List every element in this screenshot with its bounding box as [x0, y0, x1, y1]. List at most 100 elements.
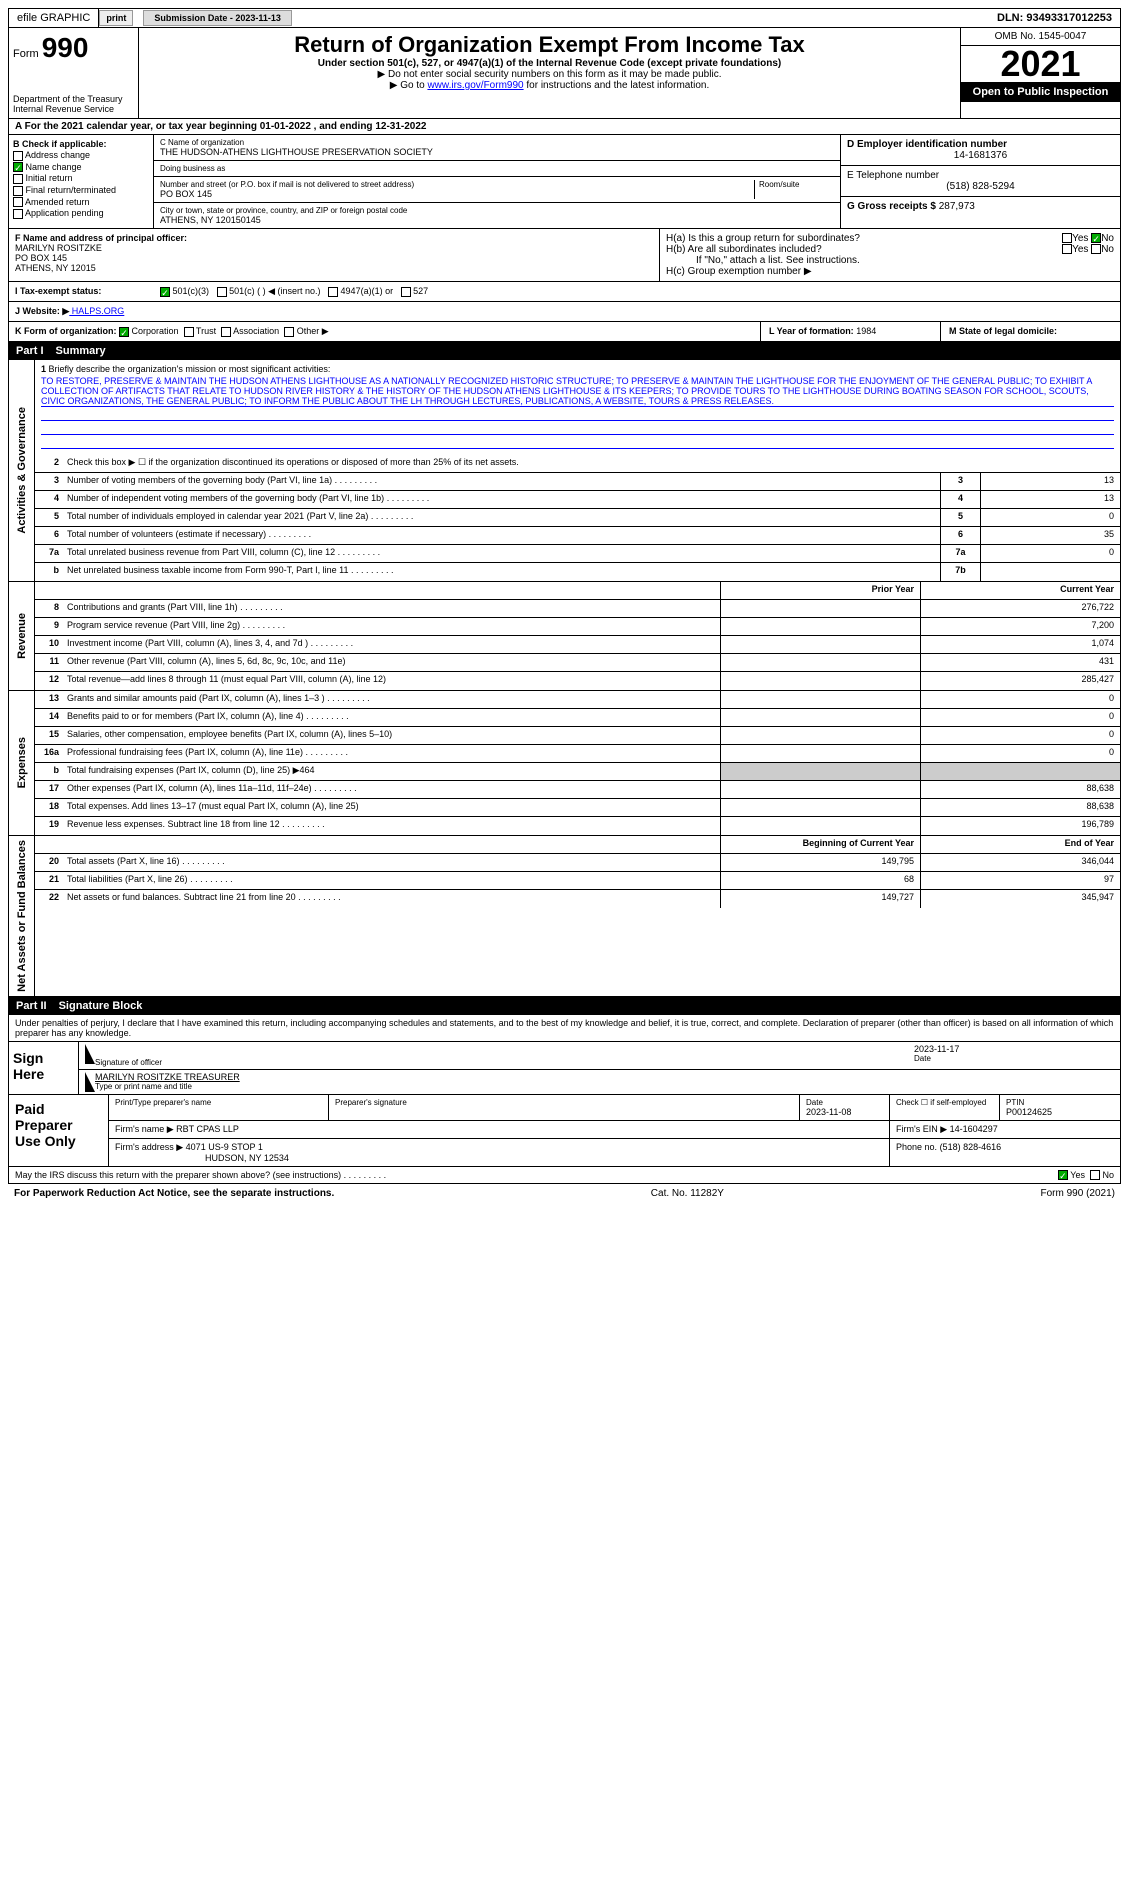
line-20: Total assets (Part X, line 16) — [63, 854, 720, 871]
val-22b: 149,727 — [720, 890, 920, 908]
dept-treasury: Department of the Treasury — [13, 94, 134, 104]
ein: 14-1681376 — [847, 150, 1114, 161]
topbar: efile GRAPHIC print Submission Date - 20… — [8, 8, 1121, 28]
val-12: 285,427 — [920, 672, 1120, 690]
form-title: Return of Organization Exempt From Incom… — [147, 32, 952, 58]
amended-return-check[interactable]: Amended return — [13, 197, 149, 208]
preparer-date: 2023-11-08 — [806, 1107, 883, 1117]
self-employed-check[interactable]: Check ☐ if self-employed — [890, 1095, 1000, 1120]
line-3: Number of voting members of the governin… — [63, 473, 940, 490]
state-domicile: M State of legal domicile: — [949, 326, 1057, 336]
val-22e: 345,947 — [920, 890, 1120, 908]
val-8: 276,722 — [920, 600, 1120, 617]
signature-block: Sign Here Signature of officer2023-11-17… — [8, 1042, 1121, 1095]
paid-preparer-label: Paid Preparer Use Only — [9, 1095, 109, 1166]
discuss-with-preparer: May the IRS discuss this return with the… — [15, 1170, 386, 1181]
val-21b: 68 — [720, 872, 920, 889]
open-public: Open to Public Inspection — [961, 82, 1120, 102]
line-2: Check this box ▶ ☐ if the organization d… — [63, 455, 1120, 472]
tax-year: 2021 — [961, 46, 1120, 82]
firm-name: RBT CPAS LLP — [176, 1124, 239, 1134]
val-7b — [980, 563, 1120, 581]
row-f-h: F Name and address of principal officer:… — [8, 229, 1121, 282]
website-link[interactable]: HALPS.ORG — [69, 306, 124, 316]
dba-label: Doing business as — [160, 164, 834, 173]
line-10: Investment income (Part VIII, column (A)… — [63, 636, 720, 653]
line-19: Revenue less expenses. Subtract line 18 … — [63, 817, 720, 835]
501c3-check[interactable]: ✓ — [160, 287, 170, 297]
corp-check[interactable]: ✓ — [119, 327, 129, 337]
vert-net-assets: Net Assets or Fund Balances — [14, 836, 30, 996]
row-j: J Website: ▶ HALPS.ORG — [8, 302, 1121, 322]
name-change-check[interactable]: ✓ Name change — [13, 162, 149, 173]
val-6: 35 — [980, 527, 1120, 544]
val-16a: 0 — [920, 745, 1120, 762]
line-6: Total number of volunteers (estimate if … — [63, 527, 940, 544]
val-4: 13 — [980, 491, 1120, 508]
col-end-year: End of Year — [920, 836, 1120, 853]
initial-return-check[interactable]: Initial return — [13, 173, 149, 184]
line-7b: Net unrelated business taxable income fr… — [63, 563, 940, 581]
discuss-yes-check[interactable]: ✓ — [1058, 1170, 1068, 1180]
efile-label: efile GRAPHIC — [9, 9, 99, 27]
part-2-header: Part IISignature Block — [8, 997, 1121, 1015]
irs-link[interactable]: www.irs.gov/Form990 — [427, 80, 523, 91]
final-return-check[interactable]: Final return/terminated — [13, 185, 149, 196]
officer-name: MARILYN ROSITZKE — [15, 243, 653, 253]
form-footer-label: Form 990 (2021) — [1041, 1188, 1115, 1199]
mission-label: Briefly describe the organization's miss… — [49, 364, 331, 374]
form-subtitle: Under section 501(c), 527, or 4947(a)(1)… — [147, 58, 952, 69]
val-15: 0 — [920, 727, 1120, 744]
hc-label: H(c) Group exemption number ▶ — [666, 266, 1114, 277]
line-9: Program service revenue (Part VIII, line… — [63, 618, 720, 635]
perjury-declaration: Under penalties of perjury, I declare th… — [8, 1015, 1121, 1042]
arrow-icon — [85, 1044, 95, 1064]
application-pending-check[interactable]: Application pending — [13, 208, 149, 219]
form-990-page: efile GRAPHIC print Submission Date - 20… — [0, 0, 1129, 1211]
sign-here-label: Sign Here — [9, 1042, 79, 1094]
page-footer: For Paperwork Reduction Act Notice, see … — [8, 1184, 1121, 1203]
hb-label: H(b) Are all subordinates included? — [666, 244, 822, 255]
section-b-title: B Check if applicable: — [13, 139, 149, 149]
col-prior-year: Prior Year — [720, 582, 920, 599]
dln: DLN: 93493317012253 — [989, 9, 1120, 27]
line-21: Total liabilities (Part X, line 26) — [63, 872, 720, 889]
street-address: PO BOX 145 — [160, 189, 754, 199]
firm-phone: (518) 828-4616 — [940, 1142, 1002, 1152]
line-5: Total number of individuals employed in … — [63, 509, 940, 526]
line-14: Benefits paid to or for members (Part IX… — [63, 709, 720, 726]
val-9: 7,200 — [920, 618, 1120, 635]
telephone: (518) 828-5294 — [847, 181, 1114, 192]
ssn-warning: ▶ Do not enter social security numbers o… — [147, 69, 952, 80]
val-7a: 0 — [980, 545, 1120, 562]
vert-activities-governance: Activities & Governance — [14, 403, 30, 538]
line-15: Salaries, other compensation, employee b… — [63, 727, 720, 744]
ha-label: H(a) Is this a group return for subordin… — [666, 233, 860, 244]
submission-date: Submission Date - 2023-11-13 — [143, 10, 292, 26]
print-button[interactable]: print — [99, 10, 133, 26]
line-22: Net assets or fund balances. Subtract li… — [63, 890, 720, 908]
address-change-check[interactable]: Address change — [13, 150, 149, 161]
vert-revenue: Revenue — [14, 609, 30, 663]
room-suite: Room/suite — [754, 180, 834, 199]
line-17: Other expenses (Part IX, column (A), lin… — [63, 781, 720, 798]
mission-text: TO RESTORE, PRESERVE & MAINTAIN THE HUDS… — [41, 376, 1114, 407]
val-17: 88,638 — [920, 781, 1120, 798]
val-19: 196,789 — [920, 817, 1120, 835]
org-name: THE HUDSON-ATHENS LIGHTHOUSE PRESERVATIO… — [160, 147, 834, 157]
part-1-header: Part ISummary — [8, 342, 1121, 360]
line-7a: Total unrelated business revenue from Pa… — [63, 545, 940, 562]
section-a-tax-year: A For the 2021 calendar year, or tax yea… — [8, 119, 1121, 135]
sig-date: 2023-11-17 — [914, 1044, 1114, 1054]
line-16a: Professional fundraising fees (Part IX, … — [63, 745, 720, 762]
firm-address: 4071 US-9 STOP 1 — [186, 1142, 263, 1152]
col-current-year: Current Year — [920, 582, 1120, 599]
officer-addr2: ATHENS, NY 12015 — [15, 263, 653, 273]
val-14: 0 — [920, 709, 1120, 726]
cat-number: Cat. No. 11282Y — [651, 1188, 724, 1199]
gross-receipts: 287,973 — [939, 201, 975, 212]
vert-expenses: Expenses — [14, 733, 30, 792]
firm-ein: 14-1604297 — [950, 1124, 998, 1134]
val-11: 431 — [920, 654, 1120, 671]
val-21e: 97 — [920, 872, 1120, 889]
